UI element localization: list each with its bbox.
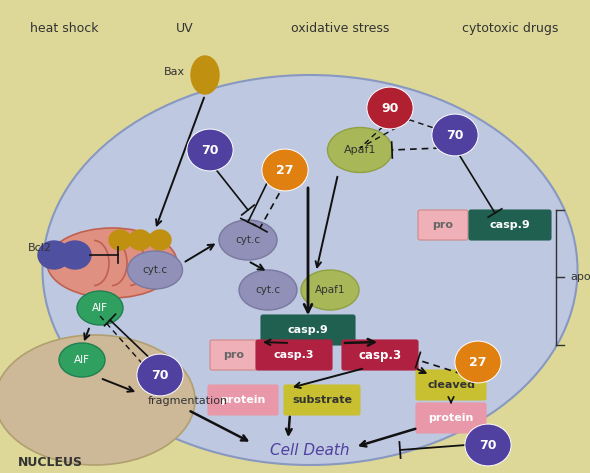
Ellipse shape [301,270,359,310]
Text: casp.3: casp.3 [274,350,314,360]
Text: casp.9: casp.9 [288,325,329,335]
Ellipse shape [367,87,413,129]
Ellipse shape [191,56,219,94]
Text: casp.3: casp.3 [359,349,402,361]
Ellipse shape [455,341,501,383]
Text: cyt.c: cyt.c [255,285,281,295]
Text: Cell Death: Cell Death [270,443,350,457]
Text: protein: protein [220,395,266,405]
Text: pro: pro [432,220,454,230]
Text: 70: 70 [446,129,464,141]
Text: 90: 90 [381,102,399,114]
Ellipse shape [465,424,511,466]
Ellipse shape [109,230,131,250]
FancyBboxPatch shape [256,340,332,370]
Ellipse shape [219,220,277,260]
FancyBboxPatch shape [418,210,468,240]
Text: apoptosome: apoptosome [570,272,590,282]
Text: cyt.c: cyt.c [142,265,168,275]
Ellipse shape [59,343,105,377]
FancyBboxPatch shape [210,340,258,370]
Ellipse shape [187,129,233,171]
Text: Apaf1: Apaf1 [344,145,376,155]
FancyBboxPatch shape [469,210,551,240]
Text: DNA
fragmentation: DNA fragmentation [148,384,228,406]
FancyBboxPatch shape [416,370,486,400]
Text: cytotoxic drugs: cytotoxic drugs [462,22,558,35]
Ellipse shape [262,149,308,191]
Text: 70: 70 [479,438,497,452]
Ellipse shape [38,241,70,269]
Ellipse shape [0,335,195,465]
Ellipse shape [327,128,392,173]
FancyBboxPatch shape [284,385,360,415]
Text: Apaf1: Apaf1 [314,285,345,295]
Text: cyt.c: cyt.c [235,235,261,245]
Ellipse shape [47,228,177,298]
Ellipse shape [239,270,297,310]
Text: 70: 70 [201,143,219,157]
Text: casp.9: casp.9 [490,220,530,230]
Text: protein: protein [428,413,474,423]
Text: Bax: Bax [164,67,185,77]
Text: 27: 27 [276,164,294,176]
Text: 27: 27 [469,356,487,368]
Ellipse shape [129,230,151,250]
Text: AIF: AIF [74,355,90,365]
Ellipse shape [42,75,578,465]
Text: NUCLEUS: NUCLEUS [18,455,83,468]
FancyBboxPatch shape [208,385,278,415]
Text: cleaved: cleaved [427,380,475,390]
Text: heat shock: heat shock [30,22,99,35]
Text: Bcl2: Bcl2 [28,243,52,253]
Ellipse shape [432,114,478,156]
Ellipse shape [77,291,123,325]
Text: oxidative stress: oxidative stress [291,22,389,35]
Text: 70: 70 [151,368,169,382]
FancyBboxPatch shape [261,315,355,345]
Ellipse shape [127,251,182,289]
Ellipse shape [59,241,91,269]
Ellipse shape [137,354,183,396]
Text: substrate: substrate [292,395,352,405]
FancyBboxPatch shape [416,403,486,433]
Text: pro: pro [224,350,244,360]
Ellipse shape [149,230,171,250]
FancyBboxPatch shape [342,340,418,370]
Text: AIF: AIF [92,303,108,313]
Text: UV: UV [176,22,194,35]
